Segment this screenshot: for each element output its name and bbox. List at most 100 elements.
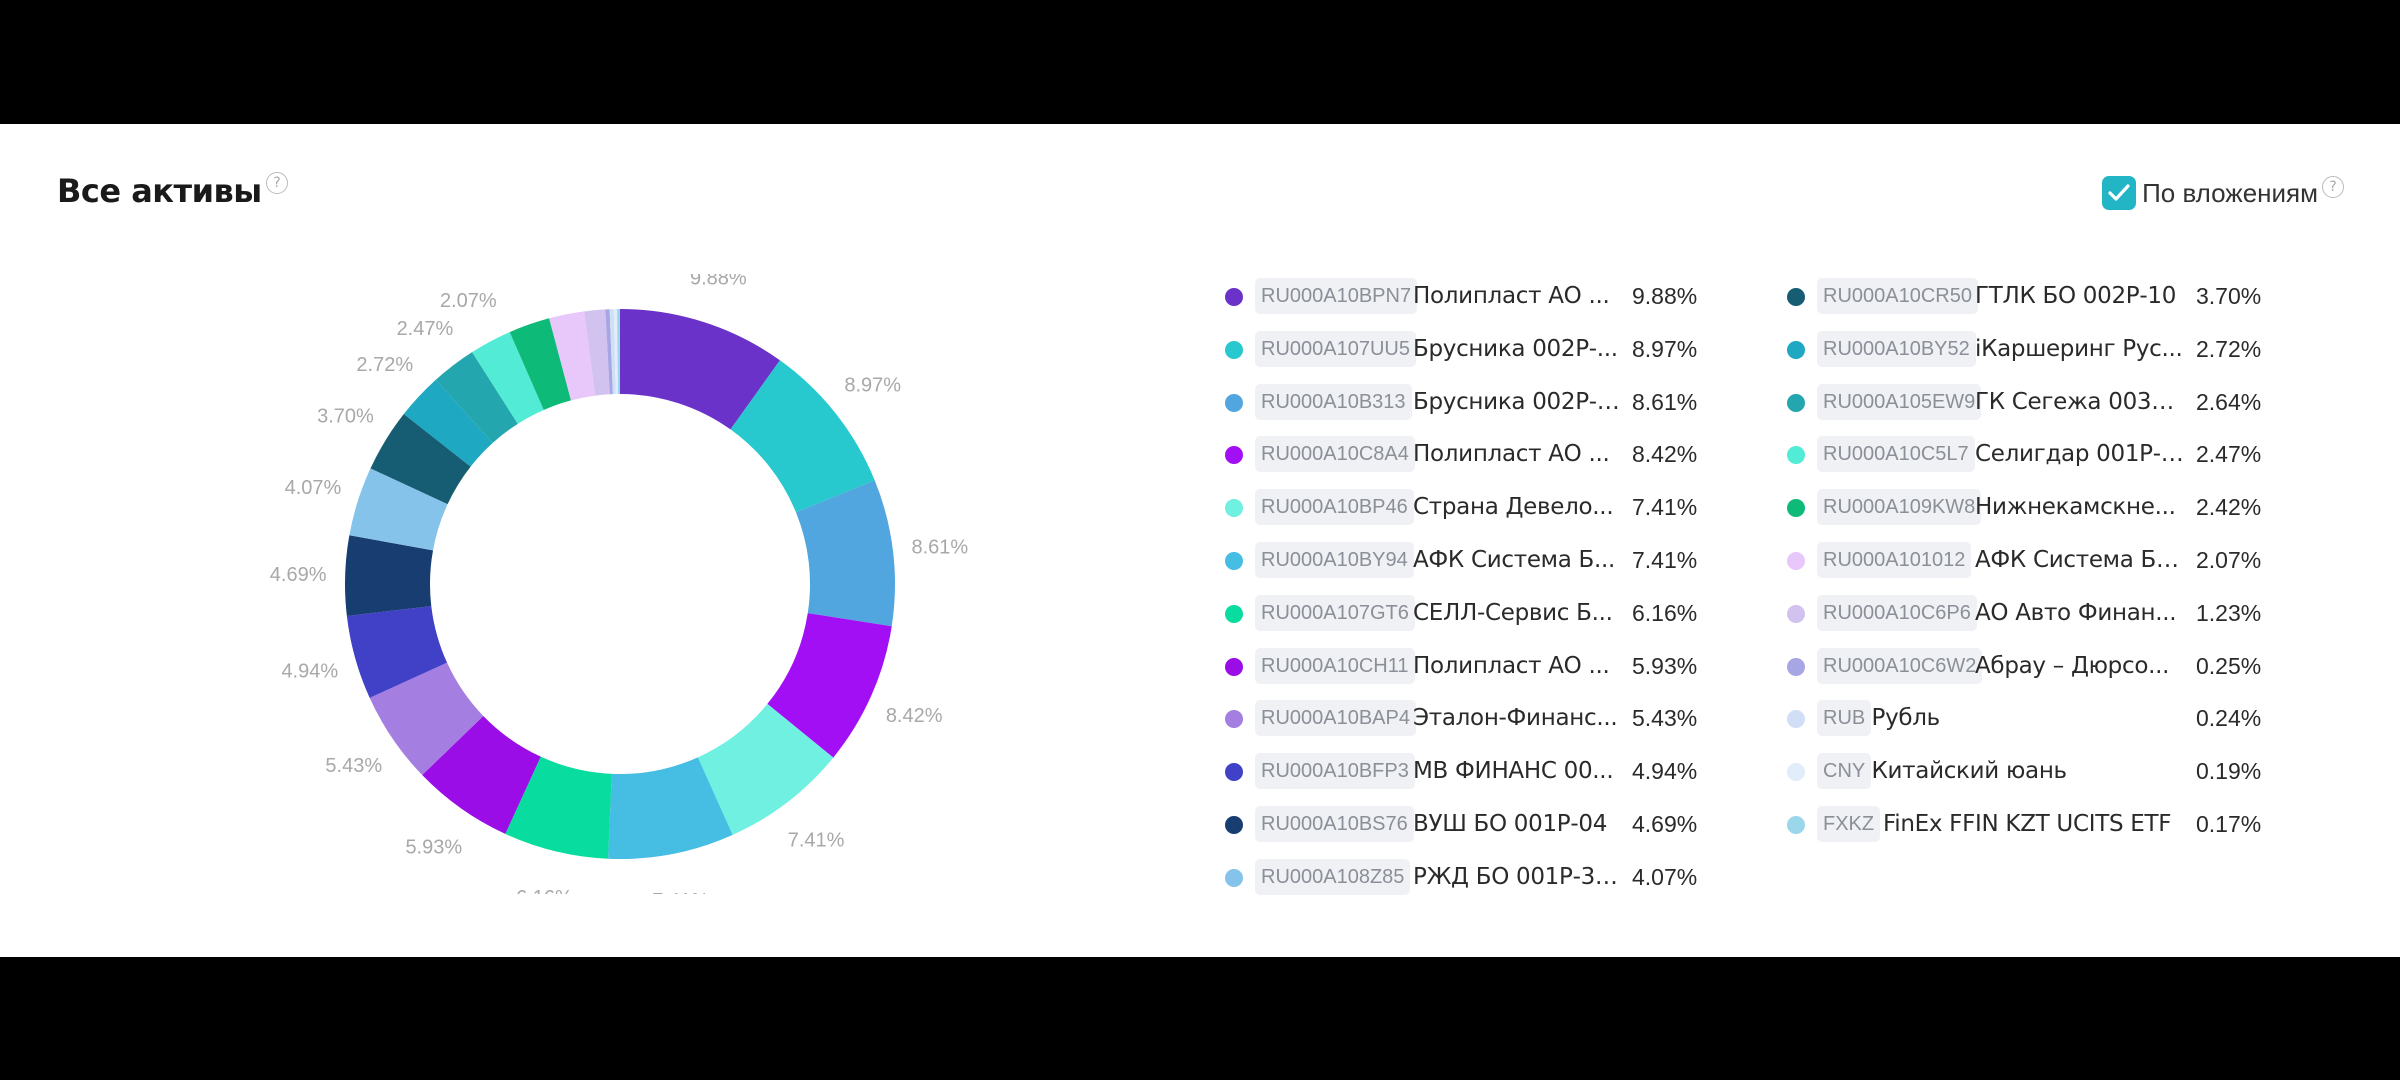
donut-slice[interactable] — [605, 309, 613, 395]
help-icon[interactable]: ? — [265, 172, 288, 194]
donut-slice[interactable] — [549, 311, 596, 401]
page-title-text: Все активы — [57, 172, 262, 210]
legend-item[interactable]: RU000A10BFP3 МВ ФИНАНС 00... 4.94% — [1225, 745, 1705, 798]
legend-isin-badge: CNY — [1817, 753, 1872, 790]
legend-color-dot — [1787, 657, 1805, 676]
legend-item[interactable]: RUB Рубль 0.24% — [1787, 692, 2267, 745]
donut-slice[interactable] — [346, 606, 448, 698]
legend-item[interactable]: RU000A10CH11 Полипласт АО ... 5.93% — [1225, 640, 1705, 693]
legend-asset-name: Эталон-Финанс... — [1413, 705, 1618, 732]
legend-percent: 0.17% — [2196, 810, 2262, 837]
donut-slice[interactable] — [767, 613, 892, 758]
legend-item[interactable]: RU000A10BP46 Страна Девело... 7.41% — [1225, 481, 1705, 534]
slice-label: 7.41% — [652, 890, 709, 894]
legend-percent: 1.23% — [2196, 599, 2262, 626]
slice-label: 8.61% — [911, 537, 968, 559]
legend-isin-badge: RU000A10BPN7 — [1255, 278, 1418, 314]
by-investment-toggle[interactable]: По вложениям ? — [2102, 176, 2344, 210]
legend-item[interactable]: RU000A109KW8 Нижнекамскне... 2.42% — [1787, 481, 2267, 534]
donut-slice[interactable] — [369, 662, 484, 776]
donut-slice[interactable] — [795, 480, 896, 627]
legend-isin-badge: RU000A10BP46 — [1255, 489, 1414, 526]
legend-column-1: RU000A10BPN7 Полипласт АО ... 9.88% RU000A1… — [1225, 270, 1705, 904]
donut-chart: 9.88% 8.97% 8.61% 8.42% 7.41% 7.41% 6.16% 5.93%… — [270, 274, 969, 894]
donut-slice[interactable] — [370, 414, 471, 505]
all-assets-panel: Все активы? По вложениям ? 9.88% 8.97% 8.6… — [0, 124, 2400, 957]
legend-percent: 5.93% — [1632, 652, 1698, 679]
donut-slice[interactable] — [345, 535, 434, 616]
legend-asset-name: Нижнекамскне... — [1975, 494, 2176, 521]
legend-isin-badge: RU000A109KW8 — [1817, 489, 1982, 526]
legend-isin-badge: RU000A107GT6 — [1255, 594, 1415, 631]
legend-item[interactable]: RU000A10BS76 ВУШ БО 001Р-04 4.69% — [1225, 798, 1705, 851]
legend-item[interactable]: RU000A10BPN7 Полипласт АО ... 9.88% — [1225, 270, 1705, 323]
legend-column-2: RU000A10CR50 ГТЛК БО 002Р-10 3.70% RU000A10… — [1787, 270, 2267, 851]
legend-item[interactable]: RU000A10C5L7 Селигдар 001Р-04 2.47% — [1787, 428, 2267, 481]
donut-slice[interactable] — [609, 309, 616, 395]
legend-item[interactable]: CNY Китайский юань 0.19% — [1787, 745, 2267, 798]
legend-color-dot — [1225, 340, 1243, 359]
donut-slice[interactable] — [509, 318, 572, 410]
checkbox-checked[interactable] — [2102, 176, 2137, 210]
legend-asset-name: СЕЛЛ-Сервис Б... — [1413, 599, 1613, 626]
legend-color-dot — [1225, 446, 1243, 465]
donut-slice[interactable] — [620, 309, 780, 430]
legend-percent: 6.16% — [1632, 599, 1698, 626]
legend-isin-badge: RU000A10C8A4 — [1255, 436, 1415, 473]
legend-item[interactable]: RU000A101012 АФК Система БО... 2.07% — [1787, 534, 2267, 587]
donut-slice[interactable] — [472, 332, 544, 424]
legend-item[interactable]: RU000A10B313 Брусника 002Р-05 8.61% — [1225, 376, 1705, 429]
legend-item[interactable]: RU000A10CR50 ГТЛК БО 002Р-10 3.70% — [1787, 270, 2267, 323]
legend-percent: 5.43% — [1632, 705, 1698, 732]
legend-item[interactable]: RU000A10C6P6 АО Авто Финан... 1.23% — [1787, 587, 2267, 640]
donut-slice[interactable] — [435, 352, 518, 443]
donut-slice[interactable] — [505, 756, 612, 859]
legend-asset-name: Абрау – Дюрсо... — [1975, 652, 2170, 679]
legend-item[interactable]: RU000A108Z85 РЖД БО 001Р-32R 4.07% — [1225, 851, 1705, 904]
legend-item[interactable]: RU000A10BY94 АФК Система Б... 7.41% — [1225, 534, 1705, 587]
slice-label: 5.43% — [325, 755, 382, 777]
legend-isin-badge: RU000A108Z85 — [1255, 858, 1411, 895]
legend-item[interactable]: RU000A10BAP4 Эталон-Финанс... 5.43% — [1225, 692, 1705, 745]
legend-isin-badge: RU000A10C6P6 — [1817, 594, 1977, 631]
legend-color-dot — [1787, 446, 1805, 465]
legend-color-dot — [1787, 393, 1805, 412]
legend-isin-badge: RU000A10CH11 — [1255, 647, 1415, 684]
donut-slice[interactable] — [613, 309, 618, 395]
legend-asset-name: МВ ФИНАНС 00... — [1413, 758, 1614, 785]
legend-percent: 9.88% — [1632, 283, 1698, 309]
legend-color-dot — [1225, 604, 1243, 623]
legend-isin-badge: FXKZ — [1817, 805, 1881, 842]
legend-percent: 7.41% — [1632, 494, 1698, 521]
slice-label: 2.07% — [440, 290, 497, 312]
legend-percent: 8.61% — [1632, 388, 1698, 415]
legend-percent: 7.41% — [1632, 546, 1698, 573]
legend-item[interactable]: FXKZ FinEx FFIN KZT UCITS ETF 0.17% — [1787, 798, 2267, 851]
legend-percent: 3.70% — [2196, 283, 2262, 309]
legend-percent: 8.42% — [1632, 441, 1698, 468]
donut-slice[interactable] — [584, 309, 610, 396]
donut-slice[interactable] — [697, 703, 834, 835]
legend-asset-name: Полипласт АО ... — [1413, 283, 1610, 309]
legend-color-dot — [1225, 551, 1243, 570]
donut-slice[interactable] — [349, 468, 448, 551]
legend-item[interactable]: RU000A107UU5 Брусника 002Р-... 8.97% — [1225, 323, 1705, 376]
legend-asset-name: FinEx FFIN KZT UCITS ETF — [1883, 810, 2172, 837]
legend-item[interactable]: RU000A10C8A4 Полипласт АО ... 8.42% — [1225, 428, 1705, 481]
legend-asset-name: iКаршеринг Рус... — [1975, 335, 2183, 362]
toggle-help-icon[interactable]: ? — [2322, 176, 2344, 198]
legend-item[interactable]: RU000A10C6W2 Абрау – Дюрсо... 0.25% — [1787, 640, 2267, 693]
legend-isin-badge: RU000A10C5L7 — [1817, 436, 1975, 473]
donut-slice[interactable] — [608, 757, 733, 859]
donut-slice[interactable] — [403, 379, 493, 467]
donut-slice[interactable] — [617, 309, 620, 395]
legend-item[interactable]: RU000A105EW9 ГК Сегежа 003Р... 2.64% — [1787, 376, 2267, 429]
legend-percent: 4.69% — [1632, 810, 1698, 837]
legend-color-dot — [1225, 499, 1243, 518]
legend-item[interactable]: RU000A107GT6 СЕЛЛ-Сервис Б... 6.16% — [1225, 587, 1705, 640]
legend-item[interactable]: RU000A10BY52 iКаршеринг Рус... 2.72% — [1787, 323, 2267, 376]
donut-slice[interactable] — [730, 360, 875, 513]
slice-label: 8.42% — [886, 705, 943, 727]
toggle-label: По вложениям — [2142, 178, 2318, 208]
donut-slice[interactable] — [422, 715, 541, 834]
